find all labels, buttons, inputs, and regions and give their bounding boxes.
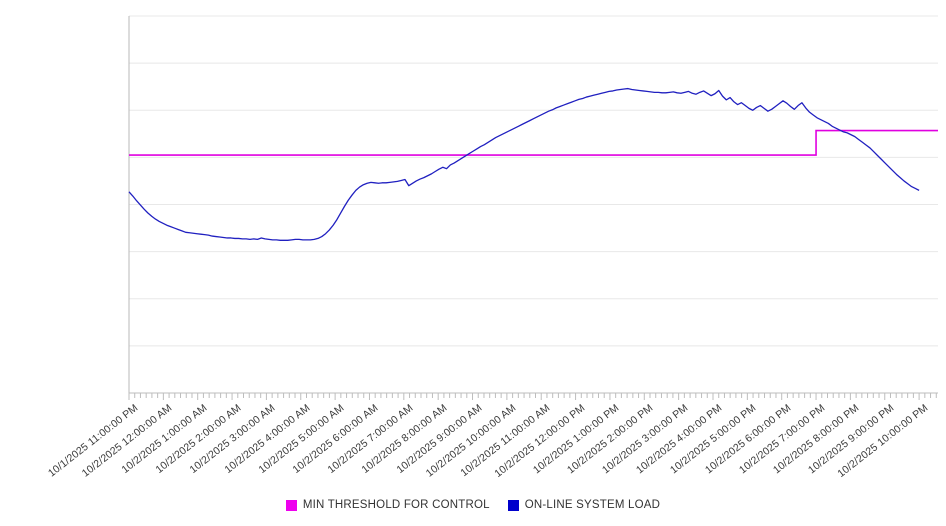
legend-swatch-icon (507, 499, 519, 511)
series-line-on-line-system-load (128, 87, 920, 241)
series-line-min-threshold-for-control (129, 129, 938, 156)
axis-lines (128, 16, 938, 394)
legend-entry[interactable]: ON-LINE SYSTEM LOAD (507, 499, 661, 511)
gridlines (129, 15, 938, 347)
legend-entry[interactable]: MIN THRESHOLD FOR CONTROL (285, 499, 490, 511)
chart-legend: MIN THRESHOLD FOR CONTROL ON-LINE SYSTEM … (0, 494, 946, 516)
legend-label: MIN THRESHOLD FOR CONTROL (302, 499, 490, 511)
legend-label: ON-LINE SYSTEM LOAD (524, 499, 661, 511)
legend-swatch-icon (285, 499, 297, 511)
x-axis-ticks (128, 393, 937, 400)
